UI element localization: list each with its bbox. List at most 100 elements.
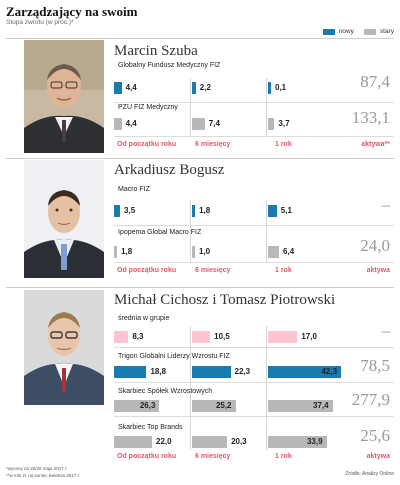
assets-value: 87,4 — [360, 72, 390, 91]
bar — [114, 331, 129, 343]
bar-value-label: 3,5 — [124, 206, 136, 215]
manager-name: Michał Cichosz i Tomasz Piotrowski — [114, 292, 336, 308]
fund-label: Macro FIZ — [118, 186, 150, 193]
manager-photo-cichosz — [24, 290, 104, 405]
bar — [114, 82, 122, 94]
column-divider — [266, 200, 267, 262]
assets-value: – — [381, 321, 391, 340]
category-label-ytd: Od początku roku — [117, 267, 177, 274]
bar-value-label: 26,3 — [139, 401, 156, 410]
category-row: Od początku roku 6 miesięcy 1 rok aktywa… — [0, 141, 400, 153]
bar — [268, 82, 271, 94]
assets-value: 24,0 — [360, 236, 390, 255]
bar — [114, 205, 121, 217]
bar — [192, 366, 231, 378]
page-title: Zarządzający na swoim — [6, 4, 138, 19]
manager-name: Arkadiusz Bogusz — [114, 162, 225, 178]
bar-value-label: 17,0 — [301, 332, 317, 341]
bar-value-label: 18,8 — [150, 367, 167, 376]
bar — [268, 366, 342, 378]
fund-separator — [114, 136, 394, 137]
portrait-icon — [24, 40, 104, 153]
column-divider — [266, 326, 267, 450]
bar — [268, 205, 277, 217]
fund-label: Ipopema Global Macro FIZ — [118, 229, 202, 236]
assets-value: 25,6 — [360, 426, 390, 445]
fund-separator — [114, 102, 394, 103]
legend-swatch-new — [322, 28, 335, 35]
legend-item-new: nowy — [322, 28, 354, 35]
bar-value-label: 4,4 — [125, 119, 137, 128]
fund-separator — [114, 225, 394, 226]
bar-value-label: 6,4 — [283, 247, 295, 256]
bar — [192, 436, 228, 448]
bar-value-label: 20,3 — [231, 437, 247, 446]
bar — [268, 118, 275, 130]
section-divider — [6, 287, 394, 288]
category-label-ytd: Od początku roku — [117, 141, 177, 148]
category-label-1y: 1 rok — [275, 141, 292, 148]
bar — [192, 205, 196, 217]
legend-label-new: nowy — [338, 28, 354, 35]
bar-value-label: 1,0 — [199, 247, 211, 256]
manager-photo-bogusz — [24, 160, 104, 278]
category-label-6m: 6 miesięcy — [195, 267, 231, 274]
category-label-assets: aktywa — [366, 267, 390, 274]
category-label-assets: aktywa** — [361, 141, 390, 148]
source-note: Źródło: Analizy Online — [345, 471, 394, 477]
bar — [192, 82, 196, 94]
fund-separator — [114, 347, 394, 348]
category-label-6m: 6 miesięcy — [195, 453, 231, 460]
bar-value-label: 5,1 — [280, 206, 292, 215]
bar — [114, 366, 147, 378]
bar-value-label: 1,8 — [121, 247, 133, 256]
bar — [114, 246, 118, 258]
bar-value-label: 22,3 — [234, 367, 251, 376]
category-label-assets: aktywa — [366, 453, 390, 460]
manager-name: Marcin Szuba — [114, 43, 198, 59]
bar — [268, 246, 280, 258]
column-divider — [190, 200, 191, 262]
fund-label: PZU FIZ Medyczny — [118, 104, 178, 111]
bar-value-label: 0,1 — [275, 83, 287, 92]
fund-separator — [114, 416, 394, 417]
assets-value: – — [381, 195, 391, 214]
legend: nowy stary — [313, 28, 394, 35]
legend-label-old: stary — [379, 28, 394, 35]
bar — [114, 436, 152, 448]
bar-value-label: 37,4 — [313, 401, 329, 410]
fund-label: Skarbiec Top Brands — [118, 424, 183, 431]
bar — [114, 118, 122, 130]
bar — [192, 331, 211, 343]
category-label-1y: 1 rok — [275, 267, 292, 274]
fund-label: Skarbiec Spółek Wzrostowych — [118, 388, 213, 395]
bar — [268, 331, 298, 343]
fund-label: Trigon Globalni Liderzy Wzrostu FIZ — [118, 353, 230, 360]
bar — [268, 436, 327, 448]
bar-value-label: 7,4 — [208, 119, 220, 128]
bar — [114, 400, 160, 412]
page-subtitle: Stopa zwrotu (w proc.)* — [6, 19, 74, 26]
bar-value-label: 8,3 — [132, 332, 144, 341]
footnote: *wyceny na 25/26 maja 2017 r. — [6, 466, 68, 471]
bar-value-label: 3,7 — [278, 119, 290, 128]
category-row: Od początku roku 6 miesięcy 1 rok aktywa — [0, 453, 400, 465]
section-divider — [6, 38, 394, 39]
fund-separator — [114, 262, 394, 263]
assets-value: 277,9 — [351, 390, 390, 409]
bar-value-label: 4,4 — [125, 83, 137, 92]
column-divider — [266, 78, 267, 136]
bar-value-label: 22,0 — [156, 437, 172, 446]
column-divider — [190, 78, 191, 136]
category-label-ytd: Od początku roku — [117, 453, 177, 460]
bar-value-label: 25,2 — [215, 401, 232, 410]
portrait-icon — [24, 290, 104, 405]
bar — [192, 246, 195, 258]
assets-value: 133,1 — [351, 108, 390, 127]
manager-photo-szuba — [24, 40, 104, 153]
bar-value-label: 42,3 — [321, 367, 338, 376]
legend-item-old: stary — [363, 28, 394, 35]
bar — [268, 400, 333, 412]
category-label-6m: 6 miesięcy — [195, 141, 231, 148]
legend-swatch-old — [363, 28, 376, 35]
